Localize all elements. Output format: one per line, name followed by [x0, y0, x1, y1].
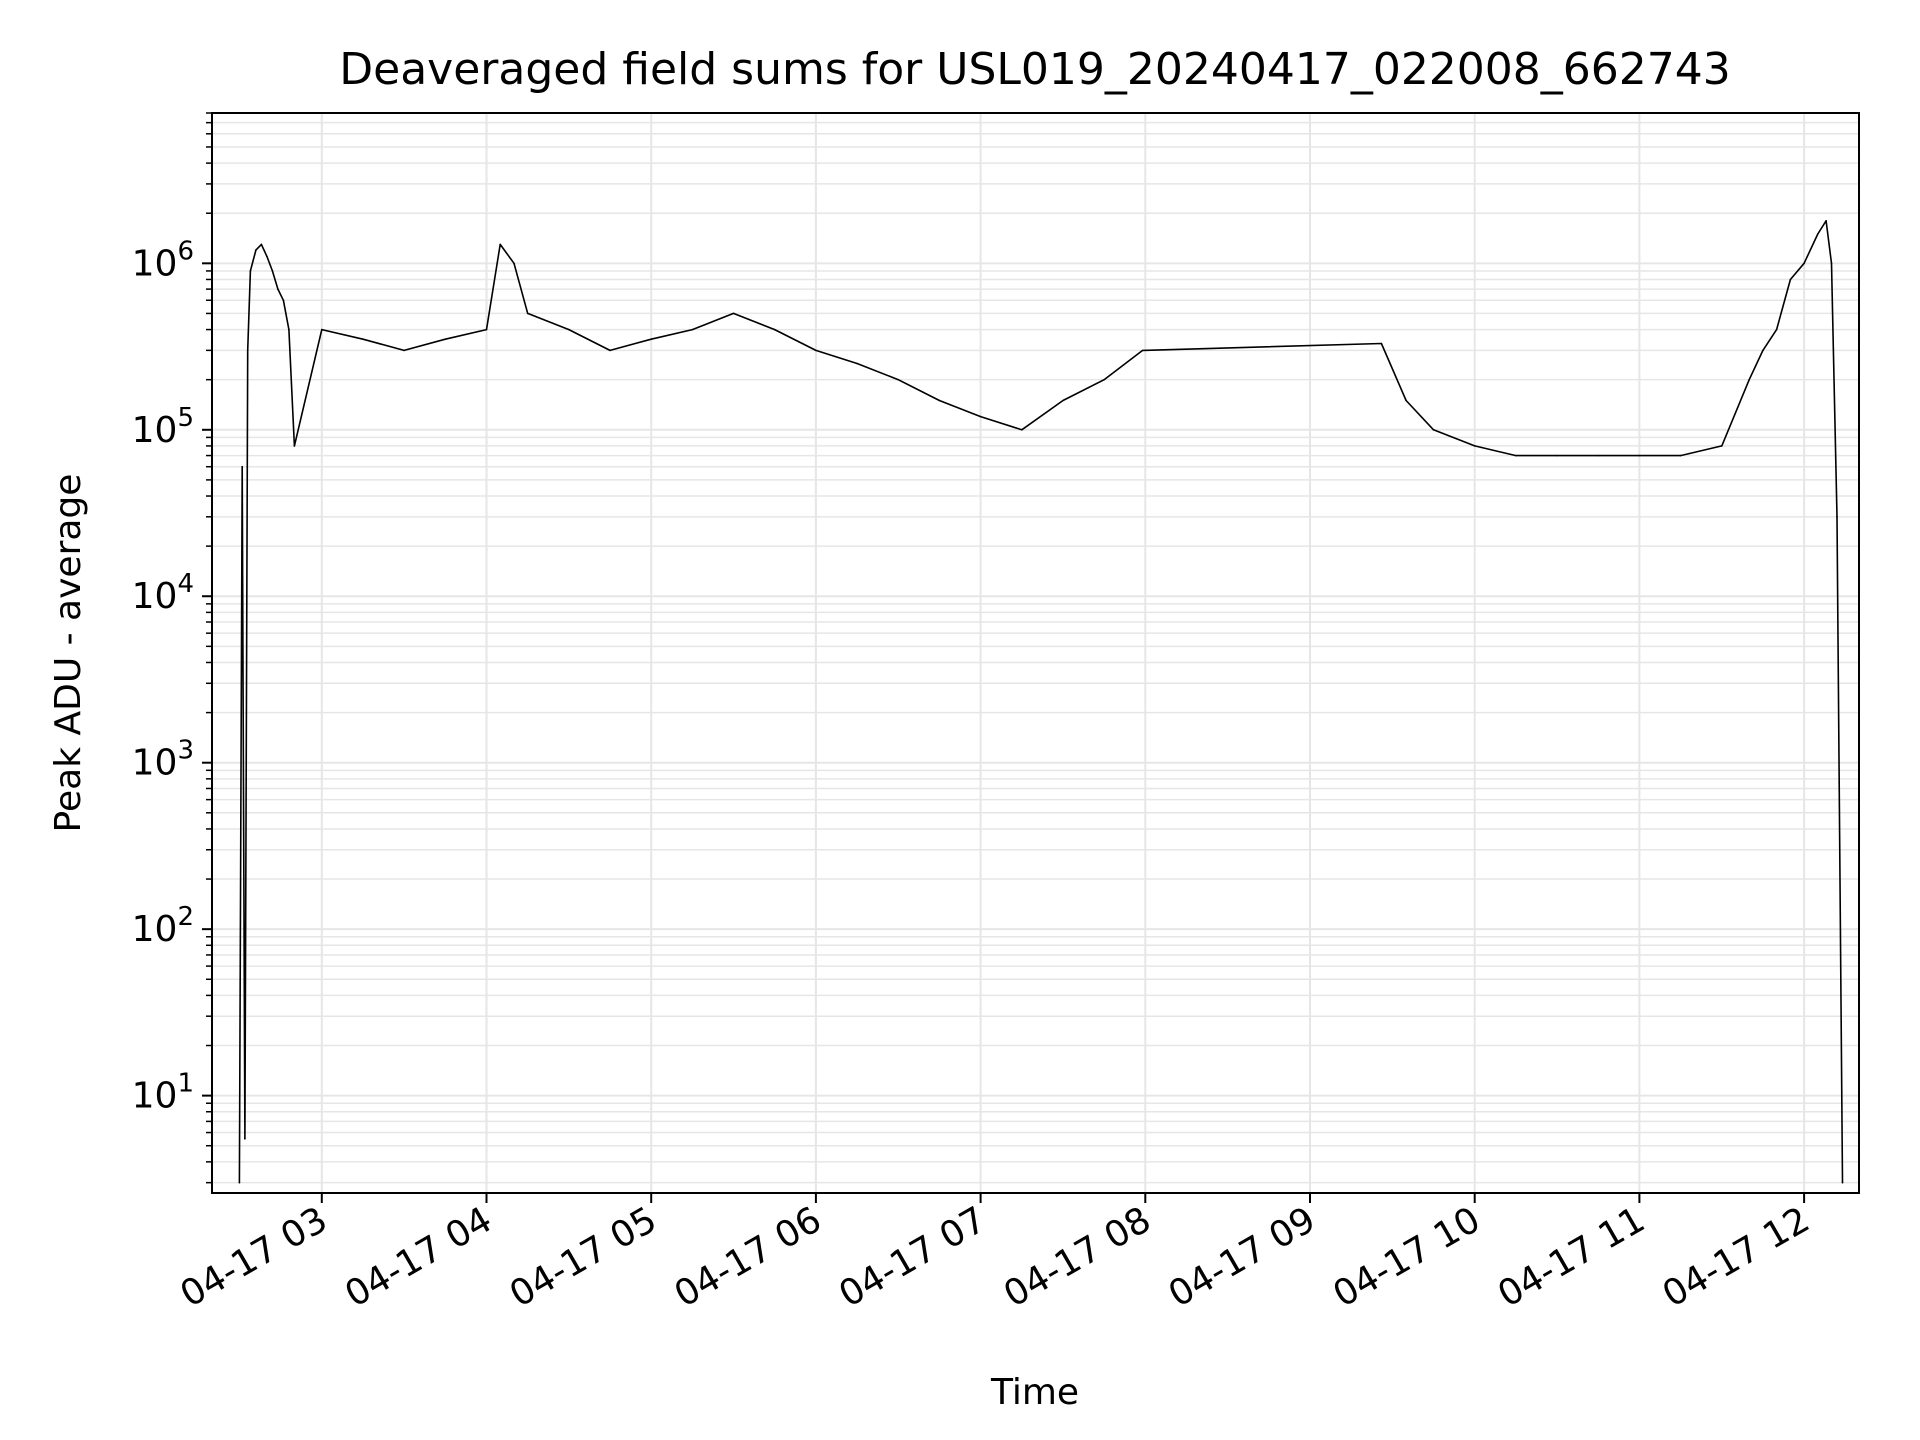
data-point	[238, 1181, 241, 1184]
data-point	[1515, 454, 1517, 457]
data-point	[1830, 262, 1833, 265]
data-point	[568, 328, 570, 331]
data-point	[732, 312, 735, 315]
x-axis-label: Time	[990, 1372, 1079, 1413]
data-point	[1638, 454, 1641, 457]
data-point	[1380, 342, 1383, 345]
data-point	[362, 338, 364, 341]
data-point	[1817, 233, 1819, 235]
data-point	[938, 399, 941, 402]
data-point	[1775, 328, 1778, 331]
y-axis-label: Peak ADU - average	[48, 474, 89, 833]
grid	[212, 112, 1859, 1193]
y-tick-label: 106	[132, 236, 194, 284]
data-point	[271, 270, 274, 272]
data-point	[1556, 454, 1558, 457]
data-point	[1721, 445, 1723, 447]
data-point	[244, 1138, 246, 1140]
data-point	[691, 328, 694, 331]
y-tick-label: 101	[132, 1069, 194, 1117]
data-point	[321, 328, 323, 331]
data-point	[1103, 378, 1105, 381]
data-point	[1597, 454, 1599, 457]
data-point	[815, 349, 817, 352]
data-point	[499, 243, 502, 246]
data-point	[513, 262, 515, 265]
data-point	[609, 349, 611, 352]
data-point	[773, 328, 776, 331]
data-point	[650, 338, 652, 341]
data-point	[1762, 349, 1764, 352]
data-point	[1825, 220, 1827, 222]
data-point	[1062, 399, 1064, 402]
data-point	[1473, 445, 1476, 447]
data-point	[1405, 399, 1407, 402]
data-point	[1789, 278, 1792, 281]
data-point	[1141, 349, 1144, 352]
data-point	[444, 338, 447, 341]
data-point	[249, 270, 252, 272]
data-point	[979, 415, 982, 418]
data-point	[1836, 516, 1838, 518]
data-point	[293, 445, 296, 447]
data-point	[526, 312, 529, 315]
data-point	[260, 243, 263, 246]
data-point	[277, 288, 279, 290]
data-layer	[238, 220, 1844, 1184]
data-point	[282, 299, 285, 302]
chart-title: Deaveraged field sums for USL019_2024041…	[339, 44, 1731, 95]
data-point	[1432, 429, 1435, 431]
y-tick-label: 102	[132, 902, 194, 950]
series-line	[238, 220, 1844, 1183]
data-point	[266, 255, 268, 258]
data-point	[897, 378, 900, 381]
data-point	[246, 349, 249, 352]
data-point	[1748, 378, 1750, 381]
data-point	[1021, 429, 1023, 431]
data-point	[1841, 1181, 1844, 1184]
data-point	[485, 328, 488, 331]
data-point	[1803, 262, 1805, 265]
data-point	[255, 249, 257, 251]
plot-frame	[211, 112, 1860, 1194]
data-point	[241, 465, 243, 468]
data-point	[1679, 454, 1682, 457]
data-point	[403, 349, 405, 352]
data-point	[856, 362, 858, 365]
data-point	[288, 328, 290, 331]
